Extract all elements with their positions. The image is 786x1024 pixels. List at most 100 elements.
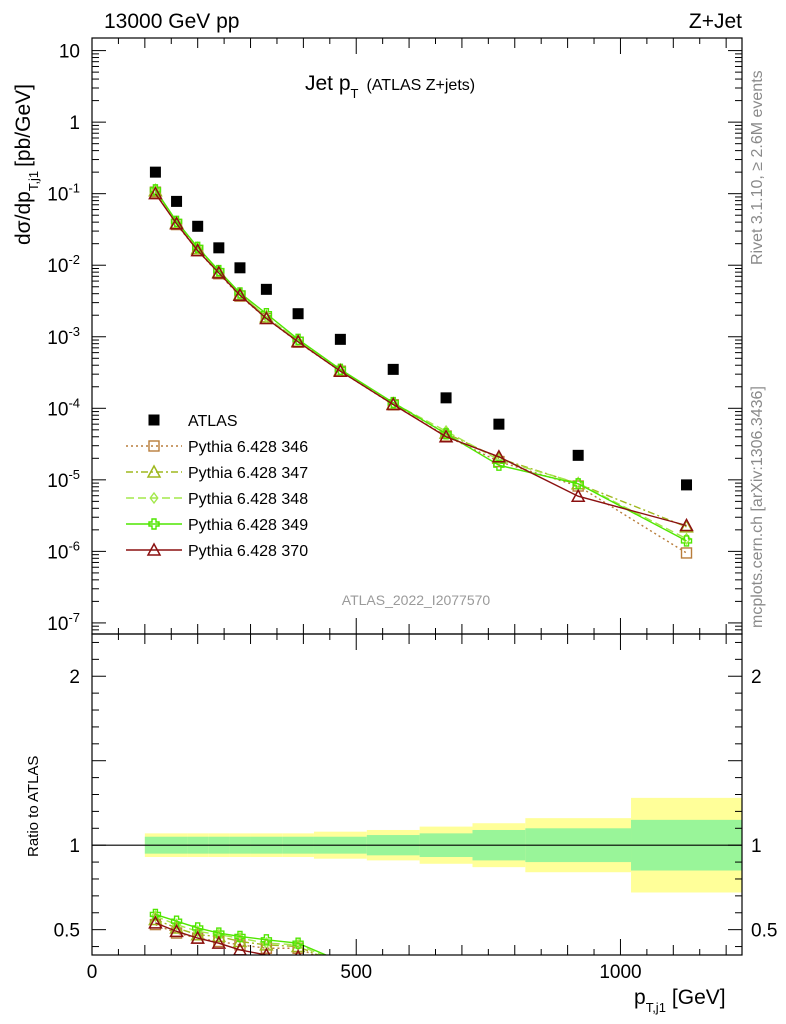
atlas-data-point: [440, 392, 452, 404]
main-series: [148, 183, 694, 559]
legend-label-p349: Pythia 6.428 349: [188, 517, 308, 534]
series-point-p349: [260, 308, 273, 320]
x-axis-label-main: p: [634, 986, 646, 1009]
ratio-point-p348: [150, 909, 161, 923]
legend-marker-p370: [146, 542, 162, 556]
plot-title-note: (ATLAS Z+jets): [366, 77, 475, 94]
atlas-data-point: [149, 166, 161, 178]
y-tick-label: 10-1: [47, 181, 80, 206]
ratio-point-p370: [190, 930, 205, 944]
y-tick-label: 1: [69, 113, 80, 134]
series-point-p370: [679, 517, 694, 532]
legend-marker-p349: [148, 518, 160, 530]
x-tick-label: 0: [87, 962, 98, 983]
atlas-data-points: [149, 166, 693, 491]
ratio-series: [148, 908, 328, 955]
legend-label-p347: Pythia 6.428 347: [188, 465, 308, 482]
ratio-point-p370: [169, 923, 184, 938]
ratio-point-p349: [292, 937, 304, 949]
y-tick-label-mantissa: 10: [59, 42, 80, 63]
series-point-p349: [440, 428, 452, 440]
ratio-tick-label-right: 2: [751, 667, 762, 688]
ratio-point-p370: [294, 949, 302, 955]
plot-title-sub: T: [351, 86, 359, 101]
ratio-point-p347: [148, 911, 163, 926]
ratio-point-p349: [170, 915, 183, 927]
x-tick-label: 500: [340, 962, 372, 983]
y-tick-label-exponent: -1: [68, 181, 80, 196]
y-tick-label: 10-5: [47, 467, 80, 492]
y-tick-label: 10-6: [47, 538, 80, 563]
atlas-data-point: [171, 195, 183, 207]
y-tick-label: 10-2: [47, 252, 80, 277]
plot-title-main: Jet p: [305, 72, 351, 95]
ratio-point-p347: [232, 933, 248, 948]
energy-label: 13000 GeV pp: [104, 10, 239, 33]
analysis-id: ATLAS_2022_I2077570: [342, 592, 491, 608]
series-point-p370: [211, 265, 227, 279]
y-tick-label-exponent: -6: [68, 538, 80, 553]
rivet-version-label: Rivet 3.1.10, ≥ 2.6M events: [749, 70, 766, 265]
series-point-p370: [169, 216, 184, 230]
y-tick-label-mantissa: 10: [47, 185, 68, 206]
atlas-data-point: [334, 333, 346, 345]
ratio-y-axis-label: Ratio to ATLAS: [25, 756, 42, 857]
y-tick-label-exponent: -4: [68, 395, 80, 410]
y-axis-label: dσ/dpT,j1 [pb/GeV]: [12, 84, 41, 245]
legend-marker-p348: [149, 491, 159, 505]
ratio-tick-label-left: 0.5: [54, 921, 80, 942]
y-axis-label-unit: [pb/GeV]: [12, 84, 35, 167]
series-point-p370: [259, 310, 274, 325]
atlas-data-point: [493, 418, 505, 430]
legend-marker-p346: [148, 440, 160, 452]
legend: ATLAS Pythia 6.428 346 Pythia 6.428 347 Pyt…: [126, 413, 308, 560]
atlas-data-point: [681, 479, 693, 491]
x-axis-label: pT,j1 [GeV]: [634, 986, 726, 1015]
x-axis-label-unit: [GeV]: [672, 986, 726, 1009]
legend-marker-atlas: [148, 414, 160, 426]
atlas-data-point: [213, 242, 225, 254]
series-line-p370: [154, 193, 687, 527]
series-point-p349: [572, 478, 584, 490]
series-point-p370: [148, 186, 163, 200]
legend-marker-p347: [146, 464, 162, 478]
ratio-point-p370: [211, 935, 227, 949]
plot-title: Jet pT (ATLAS Z+jets): [305, 72, 475, 101]
series-point-p349: [680, 535, 693, 547]
ratio-point-p349: [213, 927, 225, 939]
legend-label-p346: Pythia 6.428 346: [188, 439, 308, 456]
series-point-p370: [290, 334, 306, 348]
series-point-p370: [385, 396, 401, 411]
y-tick-label-exponent: -2: [68, 252, 80, 267]
mcplots-label: mcplots.cern.ch [arXiv:1306.3436]: [749, 386, 766, 628]
y-tick-label-mantissa: 10: [47, 542, 68, 563]
series-point-p370: [438, 429, 454, 443]
y-tick-label-mantissa: 10: [47, 614, 68, 635]
process-label: Z+Jet: [689, 10, 742, 33]
x-axis-label-sub: T,j1: [646, 1000, 666, 1015]
y-tick-label-mantissa: 10: [47, 471, 68, 492]
series-point-p349: [493, 459, 505, 471]
series-point-p346: [213, 268, 225, 280]
series-point-p349: [149, 184, 162, 196]
legend-label-atlas: ATLAS: [188, 413, 238, 430]
ratio-tick-label-left: 1: [69, 836, 80, 857]
series-point-p370: [570, 488, 586, 502]
ratio-frame: [91, 633, 743, 956]
series-point-p346: [680, 547, 693, 559]
atlas-data-point: [234, 262, 246, 274]
y-tick-label-exponent: -3: [68, 324, 80, 339]
ratio-point-p349: [191, 922, 204, 934]
y-tick-label-mantissa: 10: [47, 399, 68, 420]
ratio-tick-label-right: 1: [751, 836, 762, 857]
y-axis-label-sub: T,j1: [26, 171, 41, 191]
y-axis-label-main: dσ/dp: [12, 191, 35, 245]
y-tick-label-exponent: -7: [68, 610, 80, 625]
atlas-data-point: [192, 220, 204, 232]
x-tick-label: 1000: [599, 962, 641, 983]
series-point-p370: [232, 287, 248, 302]
y-tick-label-mantissa: 1: [69, 113, 80, 134]
atlas-data-point: [572, 449, 584, 461]
atlas-data-point: [292, 308, 304, 320]
